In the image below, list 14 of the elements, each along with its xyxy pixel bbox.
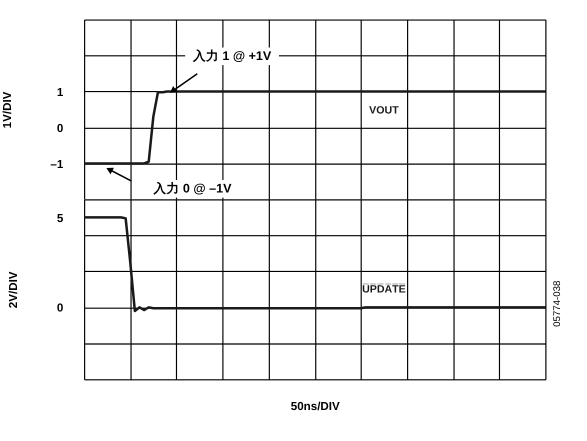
series-label: VOUT — [369, 104, 400, 116]
annotation: 入力 0 @ –1V — [152, 180, 232, 196]
y-tick-label: 0 — [56, 122, 64, 135]
y-tick-label: 0 — [56, 302, 64, 315]
y-tick-label: 5 — [56, 212, 64, 225]
y-tick-label: –1 — [50, 158, 64, 171]
y-axis-title: 2V/DIV — [7, 271, 20, 308]
line-series — [82, 216, 547, 312]
y-axis-title: 1V/DIV — [0, 91, 14, 128]
y-tick-label: 1 — [56, 86, 64, 99]
annotation: 入力 1 @ +1V — [192, 48, 272, 64]
text: 05774-038 — [552, 280, 563, 327]
x-axis-title: 50ns/DIV — [290, 400, 340, 413]
series-label: U̅P̅D̅A̅T̅E̅ — [362, 283, 406, 296]
